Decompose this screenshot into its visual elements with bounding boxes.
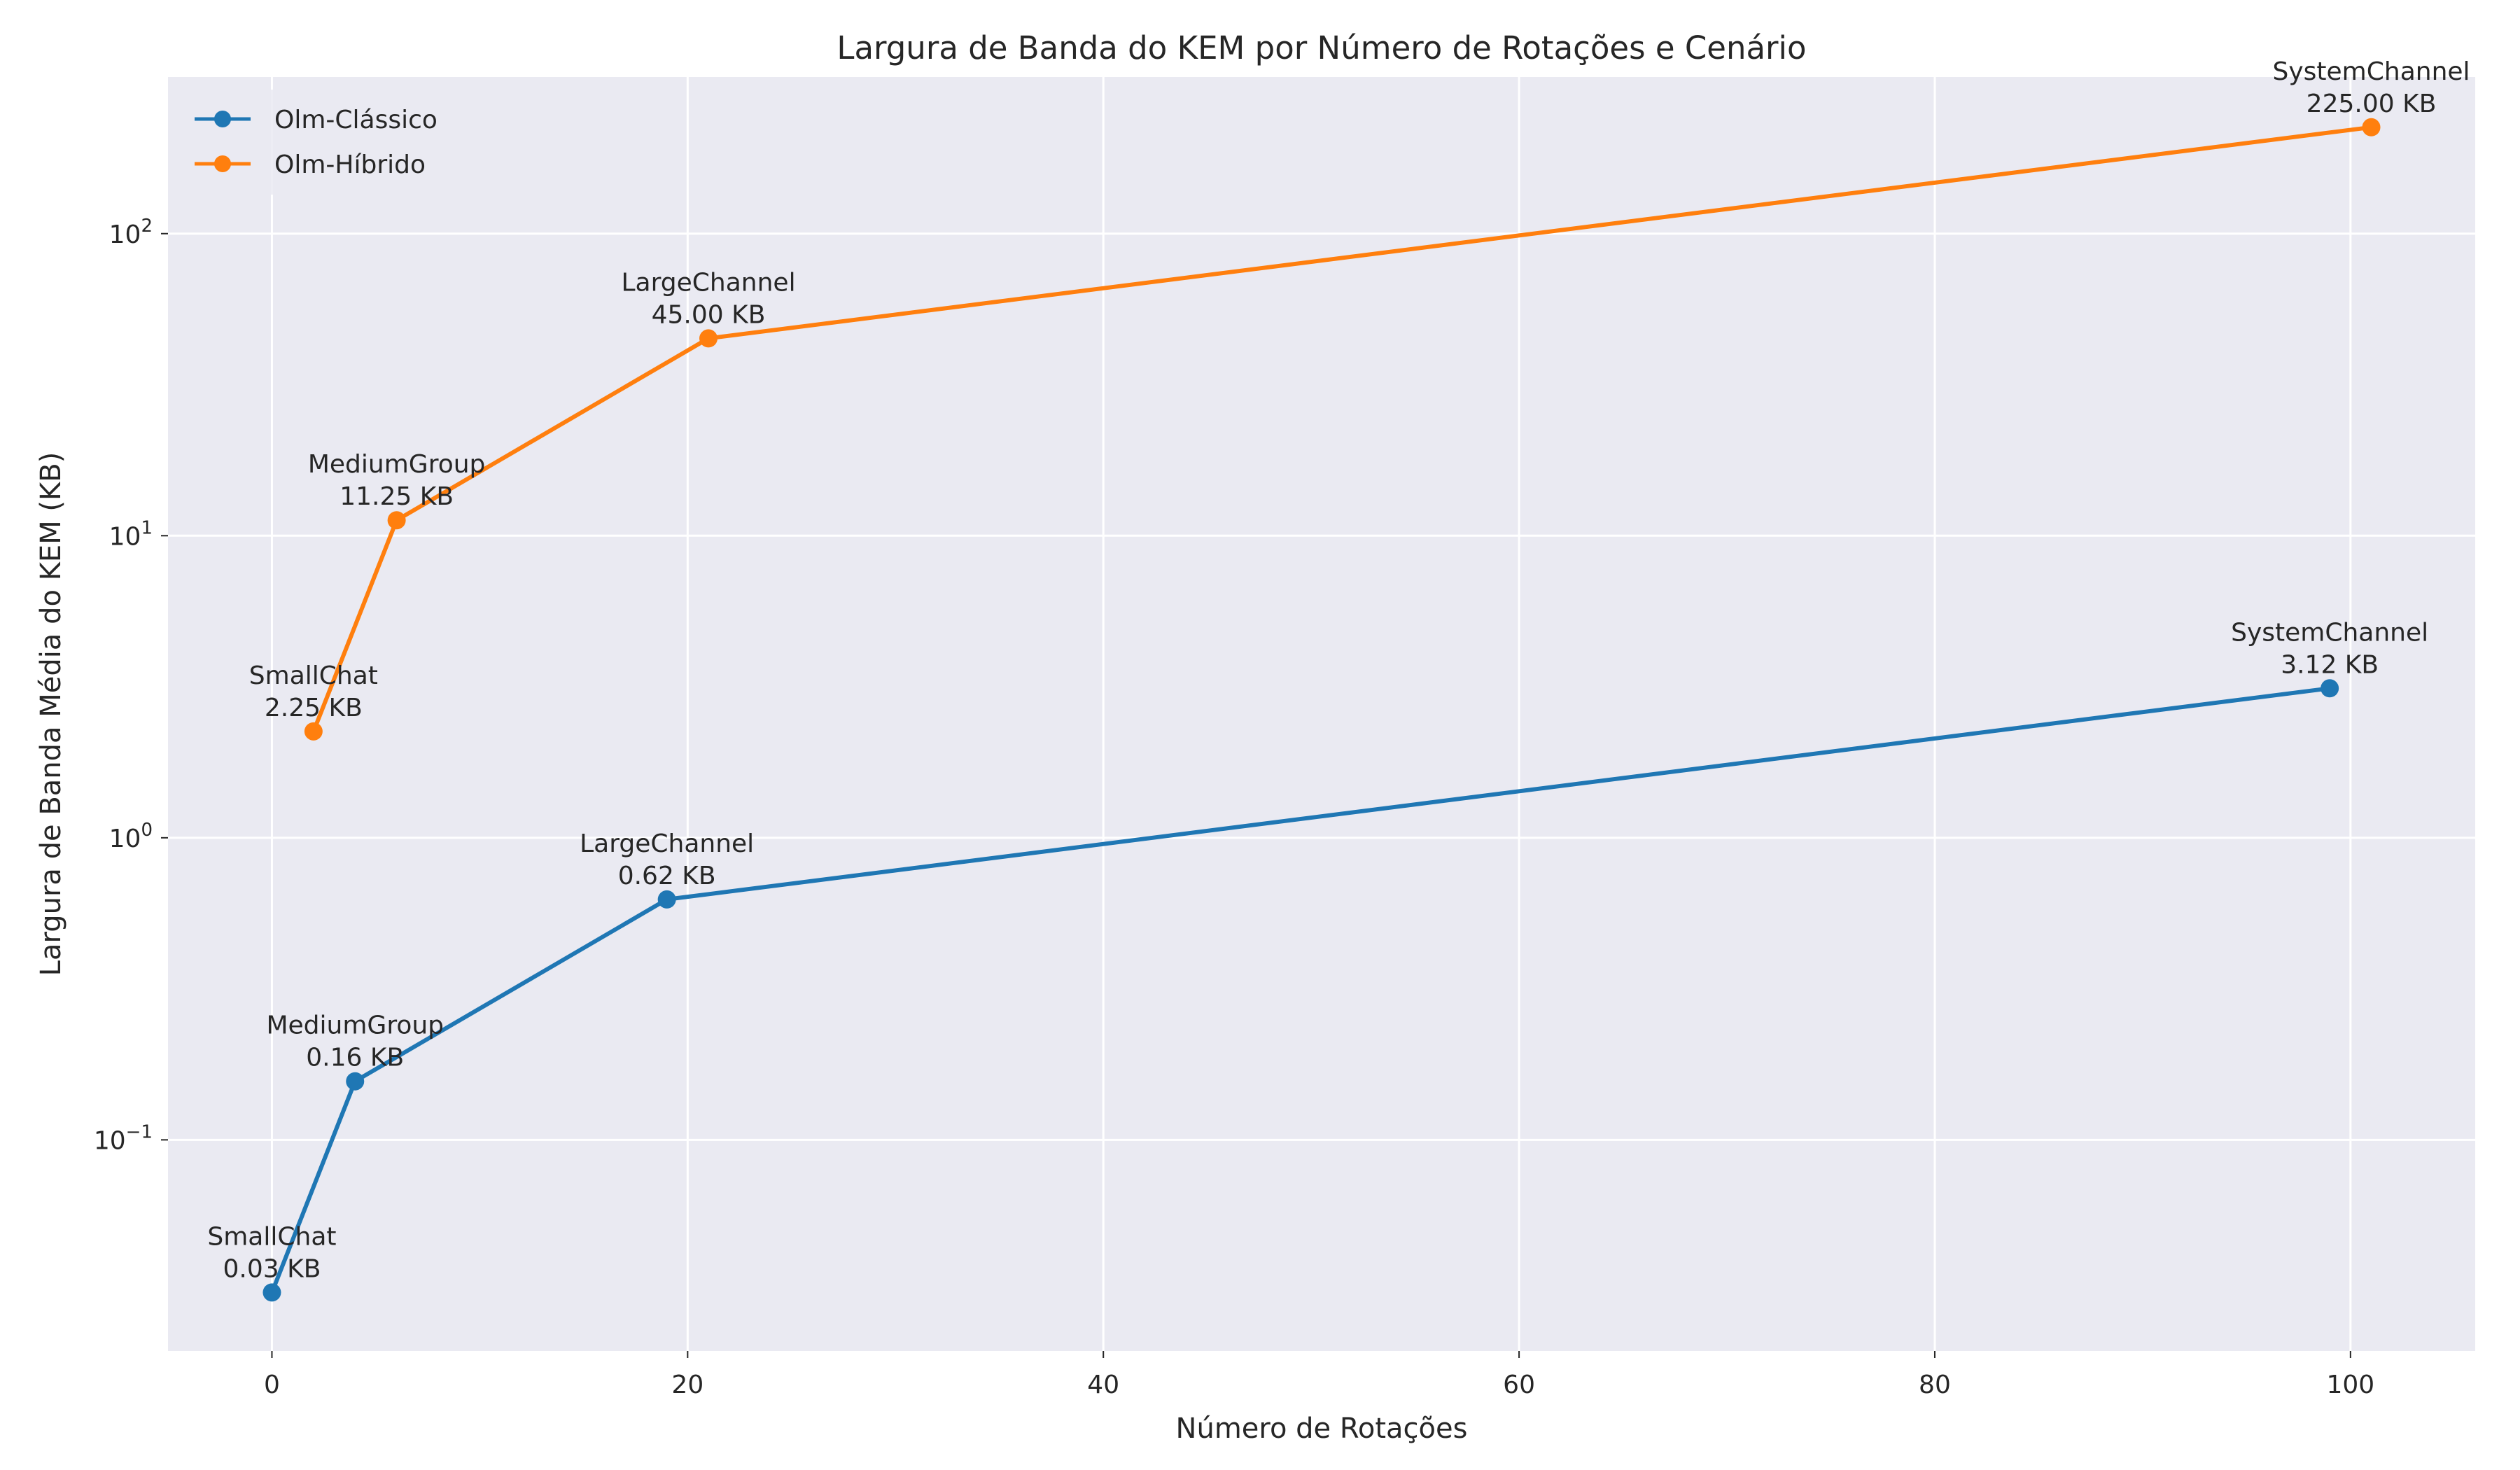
point-label-scenario: SmallChat	[207, 1222, 336, 1251]
x-axis-label: Número de Rotações	[1176, 1413, 1468, 1445]
point-label-scenario: SystemChannel	[2231, 618, 2428, 647]
legend: Olm-Clássico Olm-Híbrido	[181, 90, 503, 195]
legend-label-olm-classico: Olm-Clássico	[274, 106, 438, 134]
series-line-0	[270, 686, 2330, 1294]
point-label-value: 225.00 KB	[2306, 90, 2437, 118]
legend-box	[181, 90, 503, 195]
point-label-value: 11.25 KB	[340, 482, 454, 511]
x-tick-label: 0	[264, 1371, 280, 1399]
chart-title: Largura de Banda do KEM por Número de Ro…	[836, 29, 1806, 66]
point-label-scenario: SmallChat	[249, 662, 378, 690]
legend-marker-olm-classico	[214, 111, 231, 127]
y-tick-label: 10−1	[94, 1121, 153, 1155]
point-label-value: 0.16 KB	[306, 1044, 404, 1072]
x-tick-label: 40	[1087, 1371, 1119, 1399]
point-label-value: 0.03 KB	[223, 1254, 321, 1283]
point-label-value: 3.12 KB	[2281, 650, 2379, 679]
series-line-1	[312, 125, 2372, 732]
axis-ticks: 0 20 40 60 80 100 10−1 100 101 102	[94, 216, 2374, 1399]
data-point	[262, 1283, 281, 1302]
y-tick-label: 102	[109, 216, 153, 249]
data-point	[2320, 679, 2339, 698]
legend-marker-olm-hibrido	[214, 155, 231, 172]
y-tick-label: 100	[109, 820, 153, 853]
data-point	[699, 329, 718, 348]
x-tick-label: 100	[2326, 1371, 2374, 1399]
point-label-value: 2.25 KB	[265, 694, 363, 722]
y-tick-label: 101	[109, 517, 153, 551]
x-tick-label: 60	[1503, 1371, 1535, 1399]
data-point	[304, 722, 323, 741]
legend-label-olm-hibrido: Olm-Híbrido	[274, 150, 426, 179]
data-point	[657, 890, 676, 909]
x-tick-label: 80	[1919, 1371, 1951, 1399]
x-tick-label: 20	[671, 1371, 704, 1399]
data-point	[346, 1072, 365, 1091]
data-point	[2362, 118, 2381, 136]
y-axis-label: Largura de Banda Média do KEM (KB)	[35, 452, 67, 976]
data-point	[387, 511, 406, 530]
point-label-scenario: LargeChannel	[580, 830, 754, 858]
point-label-scenario: LargeChannel	[621, 268, 795, 297]
point-label-scenario: MediumGroup	[266, 1011, 444, 1040]
point-annotations: SmallChat 0.03 KB MediumGroup 0.16 KB LargeC…	[207, 57, 2470, 1284]
point-label-scenario: SystemChannel	[2273, 57, 2470, 86]
plot-area	[168, 77, 2475, 1351]
point-label-value: 0.62 KB	[618, 862, 716, 890]
series-layer	[262, 118, 2381, 1302]
point-label-value: 45.00 KB	[652, 300, 766, 329]
point-label-scenario: MediumGroup	[308, 450, 486, 479]
